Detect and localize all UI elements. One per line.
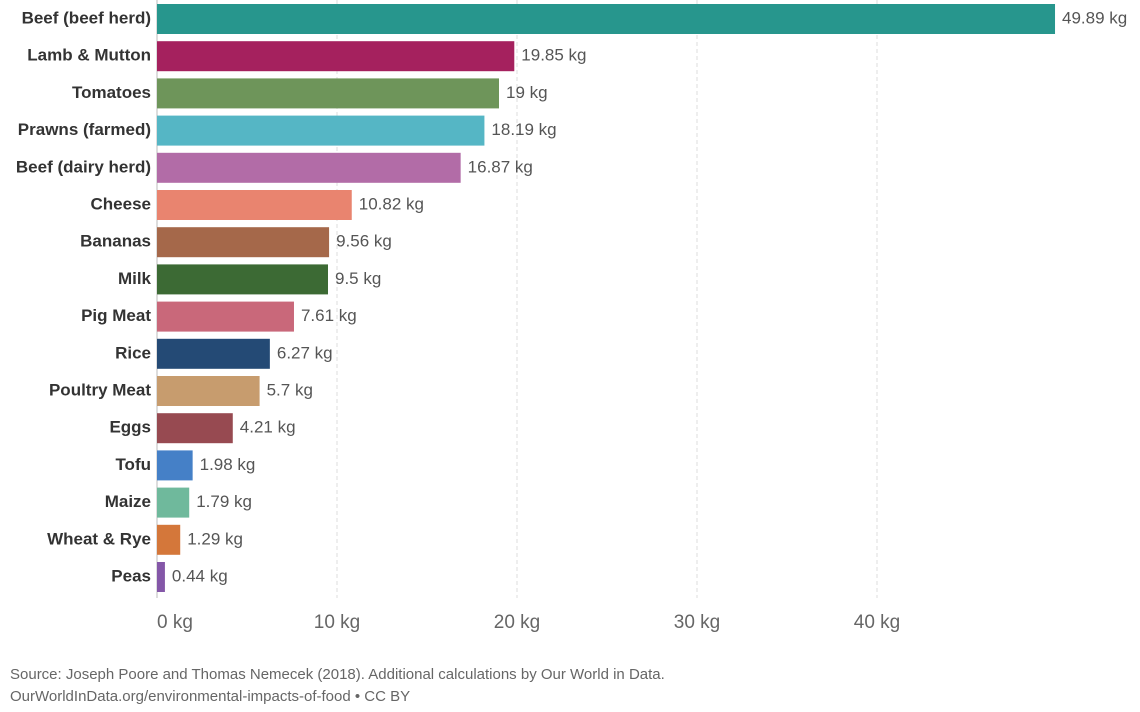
bar <box>157 264 328 295</box>
y-tick-label: Lamb & Mutton <box>27 46 151 65</box>
y-tick-label: Pig Meat <box>81 306 151 325</box>
source: Source: Joseph Poore and Thomas Nemecek … <box>10 666 665 683</box>
y-tick-label: Eggs <box>109 418 151 437</box>
value-label: 19.85 kg <box>521 46 586 65</box>
value-label: 9.5 kg <box>335 269 381 288</box>
y-tick-label: Rice <box>115 343 151 362</box>
value-label: 16.87 kg <box>468 157 533 176</box>
y-tick-label: Beef (beef herd) <box>22 8 151 27</box>
x-tick-label: 10 kg <box>314 612 360 633</box>
bar <box>157 152 461 183</box>
bar <box>157 413 233 444</box>
bar <box>157 376 260 406</box>
bar <box>157 115 485 146</box>
bar <box>157 78 499 109</box>
y-tick-label: Bananas <box>80 232 151 251</box>
bar <box>157 301 294 332</box>
y-tick-label: Prawns (farmed) <box>18 120 151 139</box>
x-tick-label: 20 kg <box>494 612 540 633</box>
y-tick-label: Wheat & Rye <box>47 529 151 548</box>
value-label: 0.44 kg <box>172 566 228 585</box>
value-label: 9.56 kg <box>336 232 392 251</box>
value-label: 5.7 kg <box>267 380 313 399</box>
value-label: 18.19 kg <box>491 120 556 139</box>
y-tick-label: Tofu <box>115 455 151 474</box>
value-label: 19 kg <box>506 83 548 102</box>
value-label: 7.61 kg <box>301 306 357 325</box>
x-tick-label: 40 kg <box>854 612 900 633</box>
y-tick-label: Peas <box>111 566 151 585</box>
y-tick-label: Beef (dairy herd) <box>16 157 151 176</box>
bar <box>157 227 330 258</box>
value-label: 6.27 kg <box>277 343 333 362</box>
y-tick-label: Poultry Meat <box>49 380 151 399</box>
bar <box>157 41 515 72</box>
value-label: 4.21 kg <box>240 418 296 437</box>
y-tick-label: Tomatoes <box>72 83 151 102</box>
bar <box>157 450 193 481</box>
source-url: OurWorldInData.org/environmental-impacts… <box>10 688 410 705</box>
y-tick-label: Milk <box>118 269 152 288</box>
value-label: 1.29 kg <box>187 529 243 548</box>
bar <box>157 338 270 369</box>
bar <box>157 524 181 555</box>
bar <box>157 190 352 220</box>
y-tick-label: Cheese <box>91 194 151 213</box>
value-label: 49.89 kg <box>1062 8 1127 27</box>
value-label: 1.98 kg <box>200 455 256 474</box>
bar <box>157 487 190 518</box>
x-tick-label: 30 kg <box>674 612 720 633</box>
x-tick-label: 0 kg <box>157 612 193 633</box>
bar <box>157 4 1056 34</box>
value-label: 1.79 kg <box>196 492 252 511</box>
bar <box>157 562 165 592</box>
y-tick-label: Maize <box>105 492 151 511</box>
value-label: 10.82 kg <box>359 194 424 213</box>
